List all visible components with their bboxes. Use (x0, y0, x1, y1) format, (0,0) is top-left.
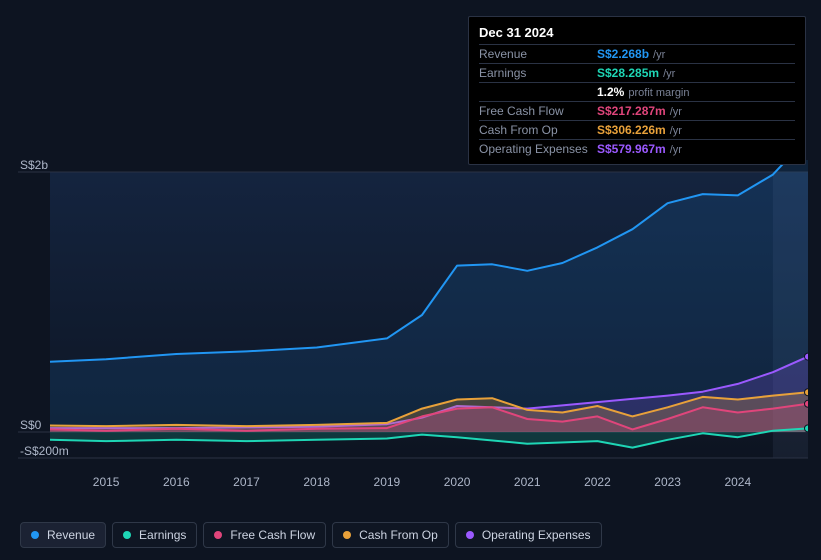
legend-swatch (123, 531, 131, 539)
tooltip-value: S$28.285m (597, 66, 659, 80)
svg-text:2015: 2015 (93, 475, 120, 489)
svg-text:2024: 2024 (724, 475, 751, 489)
svg-text:2022: 2022 (584, 475, 611, 489)
tooltip-row: Free Cash FlowS$217.287m/yr (479, 102, 795, 121)
tooltip-row: Operating ExpensesS$579.967m/yr (479, 140, 795, 158)
tooltip-row: Cash From OpS$306.226m/yr (479, 121, 795, 140)
tooltip-label: Free Cash Flow (479, 104, 597, 118)
legend-swatch (31, 531, 39, 539)
tooltip-suffix: /yr (670, 106, 682, 118)
legend-swatch (214, 531, 222, 539)
tooltip-date: Dec 31 2024 (479, 23, 795, 45)
tooltip-suffix: profit margin (628, 87, 689, 99)
tooltip-value: S$2.268b (597, 47, 649, 61)
svg-text:2018: 2018 (303, 475, 330, 489)
legend-label: Free Cash Flow (230, 528, 315, 542)
svg-text:2019: 2019 (374, 475, 401, 489)
tooltip-suffix: /yr (670, 125, 682, 137)
tooltip-suffix: /yr (653, 49, 665, 61)
tooltip-label: Earnings (479, 66, 597, 80)
svg-text:2020: 2020 (444, 475, 471, 489)
financials-area-chart: S$2b S$0 -S$200m 2015 2016 2017 2018 2019 2020 20… (18, 160, 808, 540)
tooltip-row: RevenueS$2.268b/yr (479, 45, 795, 64)
legend-item-cfo[interactable]: Cash From Op (332, 522, 449, 548)
svg-text:2021: 2021 (514, 475, 541, 489)
svg-text:2016: 2016 (163, 475, 190, 489)
tooltip-row: EarningsS$28.285m/yr (479, 64, 795, 83)
svg-text:2017: 2017 (233, 475, 260, 489)
tooltip-suffix: /yr (670, 144, 682, 156)
tooltip-row: 1.2% profit margin (479, 83, 795, 102)
tooltip-suffix: /yr (663, 68, 675, 80)
tooltip-value: S$306.226m (597, 123, 666, 137)
chart-legend: Revenue Earnings Free Cash Flow Cash From O… (20, 522, 602, 548)
svg-text:2023: 2023 (654, 475, 681, 489)
tooltip-label: Operating Expenses (479, 142, 597, 156)
tooltip-value: S$217.287m (597, 104, 666, 118)
legend-item-revenue[interactable]: Revenue (20, 522, 106, 548)
legend-item-earnings[interactable]: Earnings (112, 522, 197, 548)
chart-tooltip-panel: Dec 31 2024 RevenueS$2.268b/yrEarningsS$… (468, 16, 806, 165)
legend-label: Operating Expenses (482, 528, 591, 542)
svg-text:S$2b: S$2b (20, 160, 48, 172)
svg-text:S$0: S$0 (20, 418, 42, 432)
tooltip-label: Revenue (479, 47, 597, 61)
tooltip-value: S$579.967m (597, 142, 666, 156)
tooltip-value: 1.2% (597, 85, 624, 99)
legend-swatch (466, 531, 474, 539)
legend-label: Cash From Op (359, 528, 438, 542)
legend-label: Revenue (47, 528, 95, 542)
tooltip-label: Cash From Op (479, 123, 597, 137)
svg-text:-S$200m: -S$200m (20, 444, 69, 458)
legend-item-fcf[interactable]: Free Cash Flow (203, 522, 326, 548)
legend-label: Earnings (139, 528, 186, 542)
legend-swatch (343, 531, 351, 539)
legend-item-opex[interactable]: Operating Expenses (455, 522, 602, 548)
